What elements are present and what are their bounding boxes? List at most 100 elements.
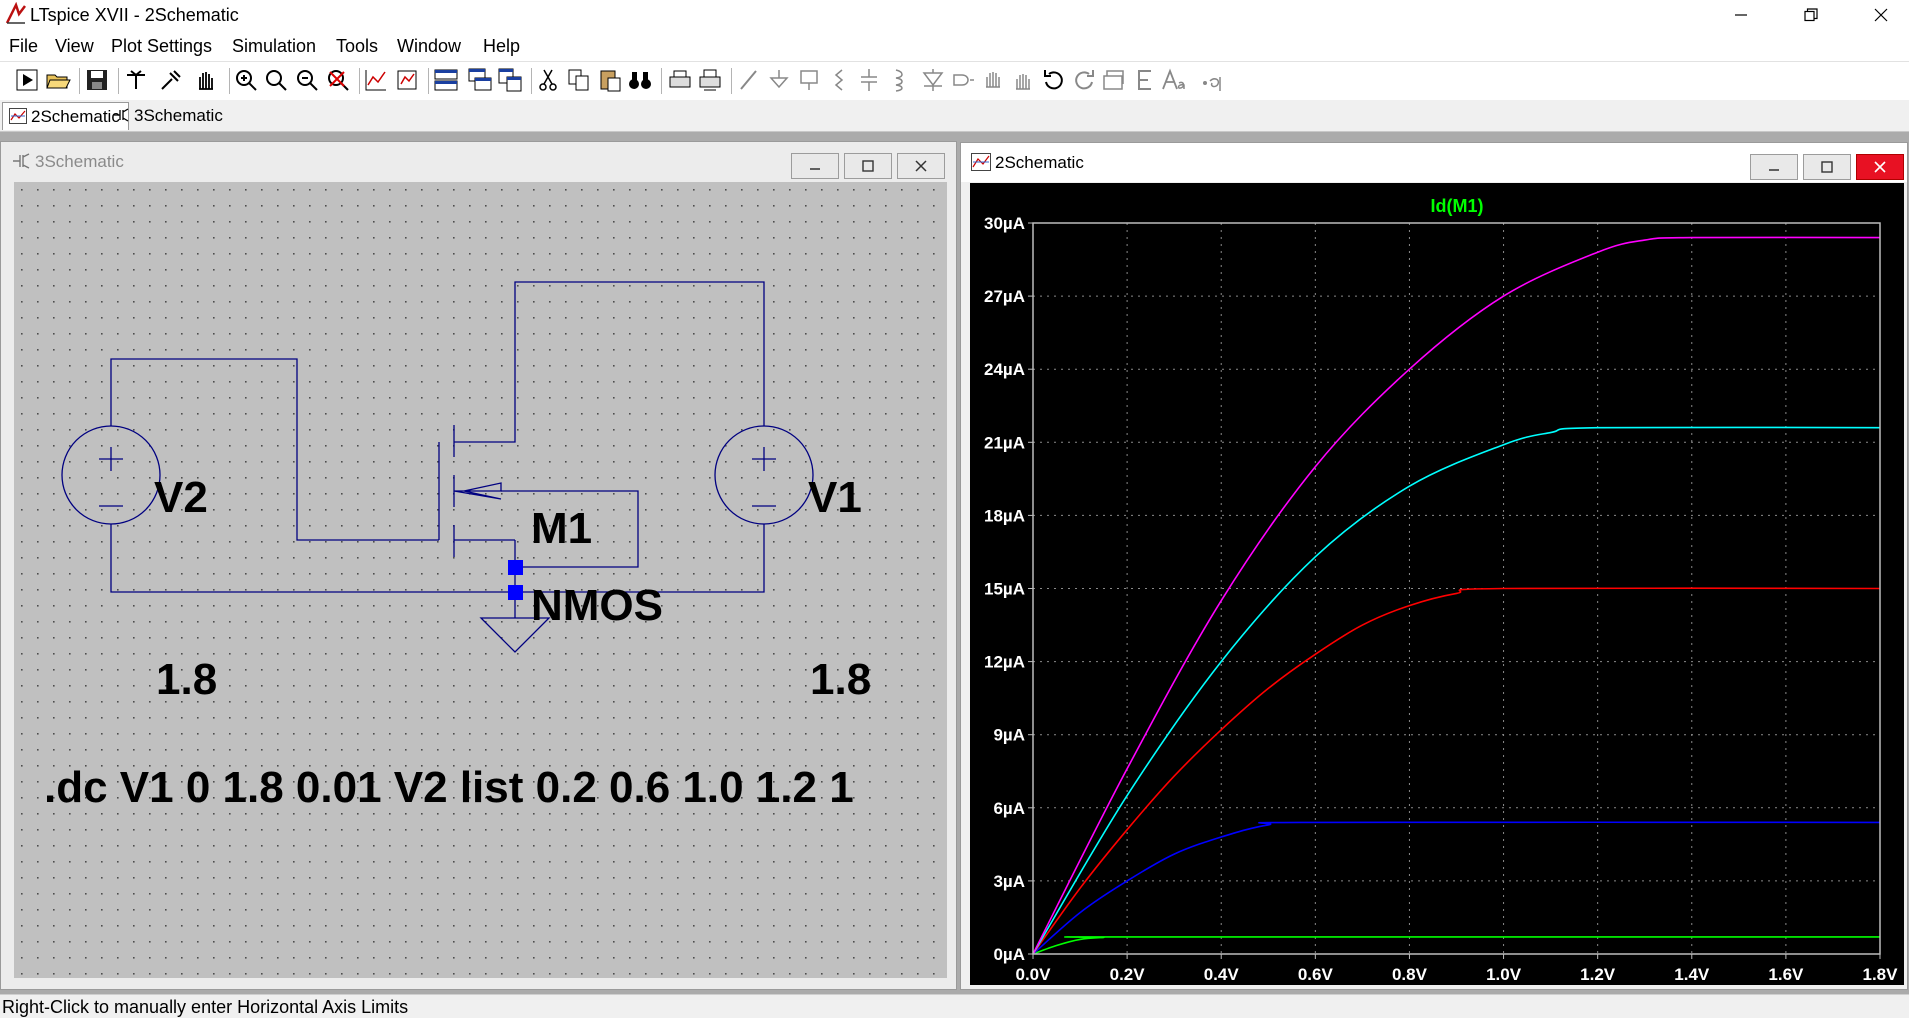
- waveform-icon: [9, 108, 27, 124]
- nmos-m1[interactable]: [438, 423, 516, 557]
- drag-hand-icon[interactable]: [1011, 67, 1037, 93]
- junction-dots: [508, 560, 523, 600]
- toolbar-separator: [359, 68, 360, 94]
- ground-icon[interactable]: [766, 67, 792, 93]
- move-hand-icon[interactable]: [981, 67, 1007, 93]
- schematic-minimize-button[interactable]: [791, 153, 839, 179]
- menu-view[interactable]: View: [55, 36, 94, 56]
- document-tab-bar: 2Schematic 3Schematic: [0, 100, 1909, 132]
- spice-directive-icon[interactable]: [1200, 67, 1226, 93]
- v2-value-label[interactable]: 1.8: [156, 655, 217, 704]
- inductor-icon[interactable]: [886, 67, 912, 93]
- waveform-window: 2Schematic Id(M1) 0.0V 0.2V 0.4V 0.6V 0.8V 1.…: [960, 142, 1908, 990]
- close-button[interactable]: [1852, 0, 1909, 30]
- component-icon[interactable]: [950, 67, 976, 93]
- v1-value-label[interactable]: 1.8: [810, 655, 871, 704]
- tab-2schematic[interactable]: 2Schematic: [2, 102, 129, 130]
- maximize-icon: [1821, 161, 1833, 173]
- close-icon: [1874, 8, 1888, 22]
- y-tick-label: 30µA: [984, 214, 1025, 233]
- tab-3schematic[interactable]: 3Schematic: [106, 102, 231, 129]
- menu-help[interactable]: Help: [483, 36, 521, 56]
- menu-window[interactable]: Window: [397, 36, 462, 56]
- copy-icon[interactable]: [566, 67, 592, 93]
- find-binoculars-icon[interactable]: [627, 67, 653, 93]
- menu-file[interactable]: File: [9, 36, 39, 56]
- run-icon[interactable]: [14, 67, 40, 93]
- x-tick-label: 0.6V: [1298, 965, 1334, 984]
- tile-vertical-icon[interactable]: [497, 67, 523, 93]
- schematic-grid: [14, 182, 947, 978]
- trace-line-1[interactable]: [1032, 936, 1880, 955]
- cascade-icon[interactable]: [467, 67, 493, 93]
- zoom-out-icon[interactable]: [294, 67, 320, 93]
- zoom-fit-icon[interactable]: [263, 67, 289, 93]
- status-bar: Right-Click to manually enter Horizontal…: [0, 994, 1909, 1018]
- spice-directive[interactable]: .dc V1 0 1.8 0.01 V2 list 0.2 0.6 1.0 1.…: [44, 763, 854, 812]
- probe-icon[interactable]: [158, 67, 184, 93]
- plot-frame: [1032, 222, 1881, 955]
- mirror-icon[interactable]: [1131, 67, 1157, 93]
- schematic-icon: [13, 153, 30, 169]
- label-net-icon[interactable]: [796, 67, 822, 93]
- tile-horizontal-icon[interactable]: [433, 67, 459, 93]
- draw-wire-icon[interactable]: [736, 67, 762, 93]
- menu-bar: File View Plot Settings Simulation Tools…: [0, 31, 1909, 61]
- waveform-icon: [971, 153, 991, 171]
- autorange-icon[interactable]: [363, 67, 389, 93]
- y-tick-label: 3µA: [993, 872, 1025, 891]
- control-panel-icon[interactable]: [123, 67, 149, 93]
- restore-button[interactable]: [1782, 0, 1840, 30]
- waveform-plot[interactable]: Id(M1) 0.0V 0.2V 0.4V 0.6V 0.8V 1.0V 1.2V 1.4V 1…: [970, 183, 1904, 985]
- voltage-source-v1[interactable]: [714, 425, 814, 525]
- toolbar-separator: [531, 68, 532, 94]
- v1-name-label[interactable]: V1: [808, 473, 862, 522]
- minimize-icon: [1735, 14, 1747, 16]
- capacitor-icon[interactable]: [856, 67, 882, 93]
- mdi-workspace: 3Schematic: [0, 132, 1909, 994]
- schematic-close-button[interactable]: [897, 153, 945, 179]
- waveform-minimize-button[interactable]: [1750, 154, 1798, 180]
- waveform-close-button[interactable]: [1856, 154, 1904, 180]
- waveform-window-titlebar[interactable]: 2Schematic: [961, 143, 1907, 182]
- wires: [110, 281, 765, 618]
- menu-simulation[interactable]: Simulation: [232, 36, 317, 56]
- schematic-window-titlebar[interactable]: 3Schematic: [1, 142, 956, 181]
- paste-icon[interactable]: [597, 67, 623, 93]
- trace-line-4[interactable]: [1032, 426, 1881, 955]
- print-icon[interactable]: [667, 67, 693, 93]
- trace-line-2[interactable]: [1032, 821, 1881, 955]
- schematic-canvas[interactable]: V2 1.8 V1 1.8 M1 NMOS .dc V1 0 1.8 0.01 …: [14, 182, 947, 978]
- toolbar: [0, 61, 1909, 101]
- y-tick-label: 12µA: [984, 653, 1025, 672]
- waveform-maximize-button[interactable]: [1803, 154, 1851, 180]
- menu-tools[interactable]: Tools: [336, 36, 379, 56]
- open-folder-icon[interactable]: [45, 67, 71, 93]
- undo-icon[interactable]: [1041, 67, 1067, 93]
- trace-line-5[interactable]: [1032, 236, 1881, 955]
- m1-model-label[interactable]: NMOS: [531, 581, 663, 630]
- trace-label-id-m1[interactable]: Id(M1): [1431, 196, 1484, 216]
- v2-name-label[interactable]: V2: [154, 473, 208, 522]
- text-icon[interactable]: [1161, 67, 1187, 93]
- zoom-in-icon[interactable]: [233, 67, 259, 93]
- trace-line-3[interactable]: [1032, 587, 1881, 955]
- save-icon[interactable]: [84, 67, 110, 93]
- resistor-icon[interactable]: [826, 67, 852, 93]
- voltage-source-v2[interactable]: [61, 425, 161, 525]
- menu-plot-settings[interactable]: Plot Settings: [111, 36, 213, 56]
- minimize-button[interactable]: [1712, 0, 1770, 30]
- ltspice-logo-icon: [5, 2, 26, 24]
- diode-icon[interactable]: [920, 67, 946, 93]
- redo-icon[interactable]: [1071, 67, 1097, 93]
- toolbar-separator: [428, 68, 429, 94]
- zoom-cancel-icon[interactable]: [325, 67, 351, 93]
- pan-hand-icon[interactable]: [193, 67, 219, 93]
- cut-icon[interactable]: [535, 67, 561, 93]
- vertical-autorange-icon[interactable]: [394, 67, 420, 93]
- plot-background: [970, 183, 1904, 985]
- rotate-icon[interactable]: [1101, 67, 1127, 93]
- m1-name-label[interactable]: M1: [531, 504, 592, 553]
- schematic-maximize-button[interactable]: [844, 153, 892, 179]
- print-preview-icon[interactable]: [697, 67, 723, 93]
